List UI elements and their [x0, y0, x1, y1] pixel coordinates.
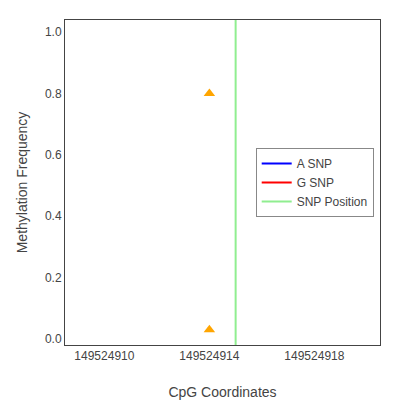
svg-text:149524910: 149524910 — [74, 349, 134, 363]
svg-text:0.4: 0.4 — [45, 209, 62, 223]
svg-text:G SNP: G SNP — [297, 176, 334, 190]
svg-text:0.0: 0.0 — [45, 332, 62, 346]
svg-text:149524914: 149524914 — [179, 349, 239, 363]
svg-text:A SNP: A SNP — [297, 157, 332, 171]
svg-text:149524918: 149524918 — [284, 349, 344, 363]
svg-text:1.0: 1.0 — [45, 25, 62, 39]
svg-text:0.2: 0.2 — [45, 271, 62, 285]
svg-text:CpG Coordinates: CpG Coordinates — [168, 384, 276, 400]
svg-text:SNP Position: SNP Position — [297, 195, 367, 209]
svg-text:Methylation Frequency: Methylation Frequency — [14, 112, 30, 254]
svg-text:0.6: 0.6 — [45, 148, 62, 162]
svg-text:0.8: 0.8 — [45, 87, 62, 101]
